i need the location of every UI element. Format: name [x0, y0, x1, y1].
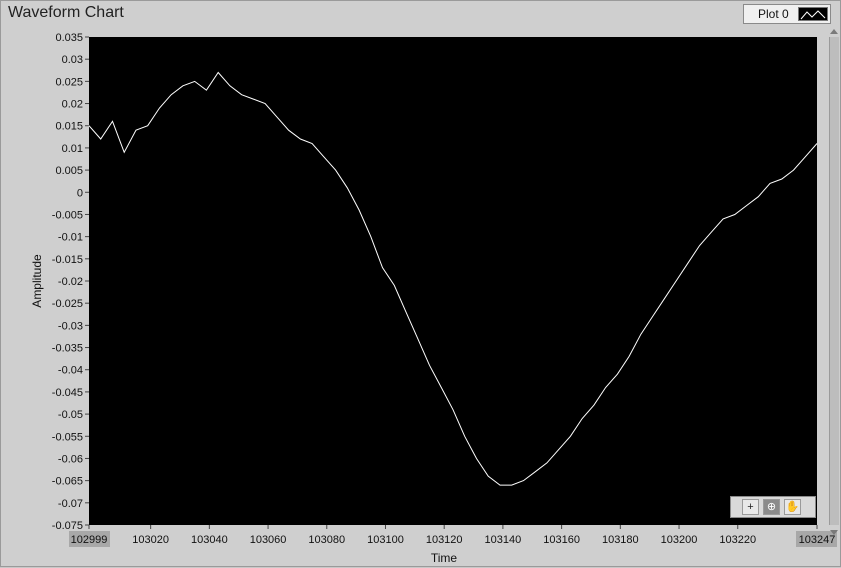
y-tick-label: -0.02 [58, 276, 83, 288]
x-tick-label: 103100 [367, 534, 404, 546]
plot-area[interactable] [89, 37, 817, 525]
y-tick-label: 0.02 [62, 99, 83, 111]
y-tick-label: -0.045 [52, 387, 83, 399]
y-tick-label: 0.005 [55, 165, 83, 177]
y-tick-label: 0.025 [55, 76, 83, 88]
x-min-field[interactable] [69, 531, 110, 547]
y-tick-label: -0.06 [58, 453, 83, 465]
x-tick-label: 103220 [719, 534, 756, 546]
vertical-scrollbar[interactable] [829, 37, 839, 525]
plot-line-icon[interactable] [798, 7, 828, 21]
x-tick-label: 103140 [485, 534, 522, 546]
x-tick-label: 103020 [132, 534, 169, 546]
waveform-trace [88, 71, 818, 486]
y-axis: 0.035 0.03 0.025 0.02 0.015 0.01 0.005 0 -0.005 -… [52, 32, 89, 532]
plot-legend[interactable]: Plot 0 [743, 4, 831, 24]
y-tick-label: -0.015 [52, 254, 83, 266]
y-axis-label: Amplitude [30, 254, 44, 308]
scroll-up-arrow-icon[interactable] [830, 29, 838, 34]
x-axis-label: Time [431, 551, 458, 565]
x-tick-label: 103160 [543, 534, 580, 546]
y-tick-label: 0 [77, 187, 83, 199]
x-tick-label[interactable]: 102999 [71, 534, 108, 546]
scroll-down-arrow-icon[interactable] [830, 530, 838, 535]
x-tick-label: 103040 [191, 534, 228, 546]
graph-palette: + ⊕ ✋ [730, 496, 816, 518]
x-tick-label: 103080 [308, 534, 345, 546]
x-tick-label: 103200 [661, 534, 698, 546]
x-tick-label: 103180 [602, 534, 639, 546]
x-tick-label: 103060 [250, 534, 287, 546]
chart-title: Waveform Chart [8, 4, 124, 21]
x-tick-label[interactable]: 103247 [799, 534, 836, 546]
x-tick-label: 103120 [426, 534, 463, 546]
crosshair-icon[interactable]: + [742, 499, 759, 515]
y-tick-label: -0.005 [52, 209, 83, 221]
y-tick-label: -0.035 [52, 343, 83, 355]
y-tick-label: -0.04 [58, 365, 83, 377]
y-tick-label: 0.03 [62, 54, 83, 66]
y-tick-label: -0.03 [58, 320, 83, 332]
y-tick-label: -0.01 [58, 232, 83, 244]
y-tick-label: -0.065 [52, 476, 83, 488]
y-tick-label: -0.025 [52, 298, 83, 310]
plot-legend-label: Plot 0 [758, 7, 789, 21]
hand-pan-icon[interactable]: ✋ [784, 499, 801, 515]
x-max-field[interactable] [796, 531, 837, 547]
y-tick-label: -0.05 [58, 409, 83, 421]
y-tick-label: 0.035 [55, 32, 83, 44]
y-tick-label: -0.075 [52, 520, 83, 532]
x-axis: 102999 103020 103040 103060 103080 103100 1031… [69, 525, 837, 547]
y-tick-label: 0.015 [55, 121, 83, 133]
y-tick-label: 0.01 [62, 143, 83, 155]
zoom-icon[interactable]: ⊕ [763, 499, 780, 515]
y-tick-label: -0.055 [52, 431, 83, 443]
y-tick-label: -0.07 [58, 498, 83, 510]
